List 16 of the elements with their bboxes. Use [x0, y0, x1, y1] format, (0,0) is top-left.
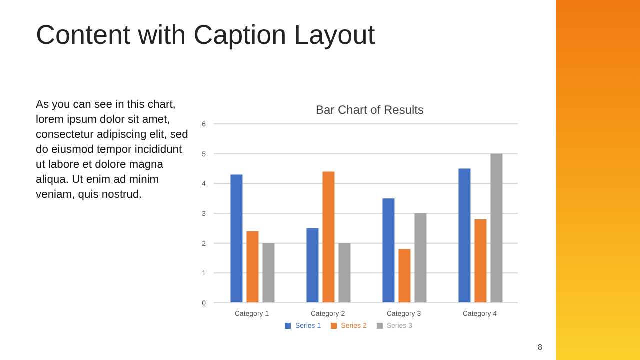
bar: [230, 174, 243, 303]
bar: [322, 172, 335, 303]
bar: [398, 249, 411, 303]
bar: [262, 243, 275, 303]
bar: [246, 231, 259, 303]
bar: [458, 168, 471, 303]
bar: [382, 198, 395, 303]
bar: [414, 214, 427, 303]
bar: [306, 228, 319, 303]
text: As you can see in this chart, lorem ipsum dolor sit amet, consectetur adipiscing elit, sed do eiusmod tempor incididunt ut labore et dolore magna aliqua. Ut enim ad minim veniam, quis nostrud.: [36, 98, 190, 203]
bar: [474, 219, 487, 303]
bar: [338, 243, 351, 303]
chart-title: Bar Chart of Results: [314, 103, 426, 117]
text: 8: [538, 343, 542, 352]
bar: [490, 154, 503, 303]
text: Content with Caption Layout: [36, 20, 376, 51]
